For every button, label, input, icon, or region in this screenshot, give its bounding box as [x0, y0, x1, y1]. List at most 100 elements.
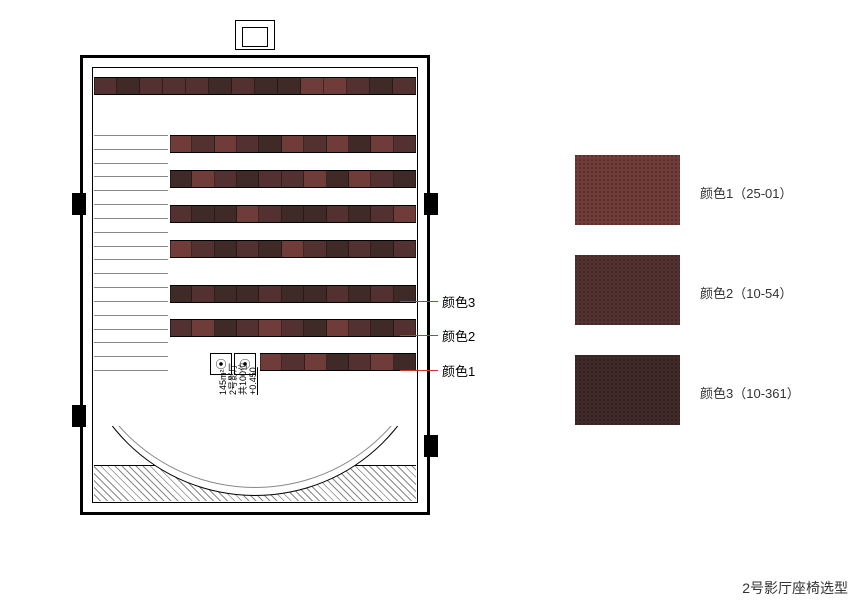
seat [327, 320, 349, 336]
pointer-label: 颜色3 [442, 292, 475, 311]
wall-marker [424, 193, 438, 215]
color-pointer: 颜色2 [400, 326, 475, 345]
screen-area [94, 426, 416, 501]
swatch-label: 颜色1（25-01） [700, 183, 792, 202]
seat [215, 171, 237, 187]
seat [394, 136, 416, 152]
seat [237, 286, 259, 302]
color-pointer: 颜色3 [400, 292, 475, 311]
pointer-line [400, 301, 438, 302]
seat [259, 206, 281, 222]
seat [94, 78, 117, 94]
seat [394, 171, 416, 187]
seat [371, 320, 393, 336]
seat [349, 171, 371, 187]
seat [259, 171, 281, 187]
wall-marker [72, 193, 86, 215]
seat [170, 171, 192, 187]
seat-row [260, 353, 416, 371]
seat [170, 286, 192, 302]
seat-row [170, 170, 416, 188]
seat [304, 171, 326, 187]
seat [215, 286, 237, 302]
seat [237, 171, 259, 187]
seat [192, 241, 214, 257]
seat [259, 241, 281, 257]
seat-row [170, 135, 416, 153]
seat [327, 241, 349, 257]
seat [371, 241, 393, 257]
seat [304, 206, 326, 222]
seat [349, 320, 371, 336]
seat-row [170, 285, 416, 303]
seat [278, 78, 301, 94]
pointer-label: 颜色1 [442, 361, 475, 380]
wall-marker [72, 405, 86, 427]
seat [347, 78, 370, 94]
color-swatch [575, 155, 680, 225]
seat-row [170, 240, 416, 258]
seat [282, 320, 304, 336]
seat-row [170, 319, 416, 337]
seat [192, 136, 214, 152]
seat [192, 171, 214, 187]
seat [259, 286, 281, 302]
seat [371, 286, 393, 302]
seat [282, 286, 304, 302]
seat [349, 286, 371, 302]
seat [282, 171, 304, 187]
seat [301, 78, 324, 94]
seat [259, 320, 281, 336]
seat [192, 320, 214, 336]
seat [394, 241, 416, 257]
seat [163, 78, 186, 94]
seat [324, 78, 347, 94]
seat [117, 78, 140, 94]
seat [371, 136, 393, 152]
hall-info-text: 145m² 2号影厅 共100位 +0.450 [218, 362, 258, 395]
seat [170, 241, 192, 257]
seat [304, 136, 326, 152]
seat [170, 320, 192, 336]
seat [349, 206, 371, 222]
seat [170, 136, 192, 152]
steps [94, 135, 168, 370]
pointer-label: 颜色2 [442, 326, 475, 345]
seat [305, 354, 327, 370]
seat [232, 78, 255, 94]
seat [237, 136, 259, 152]
seat [209, 78, 232, 94]
seat [282, 206, 304, 222]
seat [393, 78, 416, 94]
seat [192, 206, 214, 222]
projector-box [235, 20, 275, 50]
seat [282, 136, 304, 152]
seat [215, 241, 237, 257]
seat-row [170, 205, 416, 223]
seat [349, 136, 371, 152]
seat [304, 241, 326, 257]
swatch-label: 颜色3（10-361） [700, 383, 800, 402]
seat [260, 354, 282, 370]
seat [327, 136, 349, 152]
seat [349, 354, 371, 370]
seat [327, 206, 349, 222]
color-swatch [575, 255, 680, 325]
footer-title: 2号影厅座椅选型 [742, 578, 848, 598]
seat [237, 241, 259, 257]
seat [140, 78, 163, 94]
seat [371, 206, 393, 222]
seat [259, 136, 281, 152]
seat [371, 171, 393, 187]
wall-marker [424, 435, 438, 457]
seat [186, 78, 209, 94]
seat [237, 206, 259, 222]
seat-row [94, 77, 416, 95]
seat [215, 206, 237, 222]
color-swatch [575, 355, 680, 425]
seat [215, 136, 237, 152]
seat [327, 171, 349, 187]
seat [327, 286, 349, 302]
seat [327, 354, 349, 370]
seat [349, 241, 371, 257]
